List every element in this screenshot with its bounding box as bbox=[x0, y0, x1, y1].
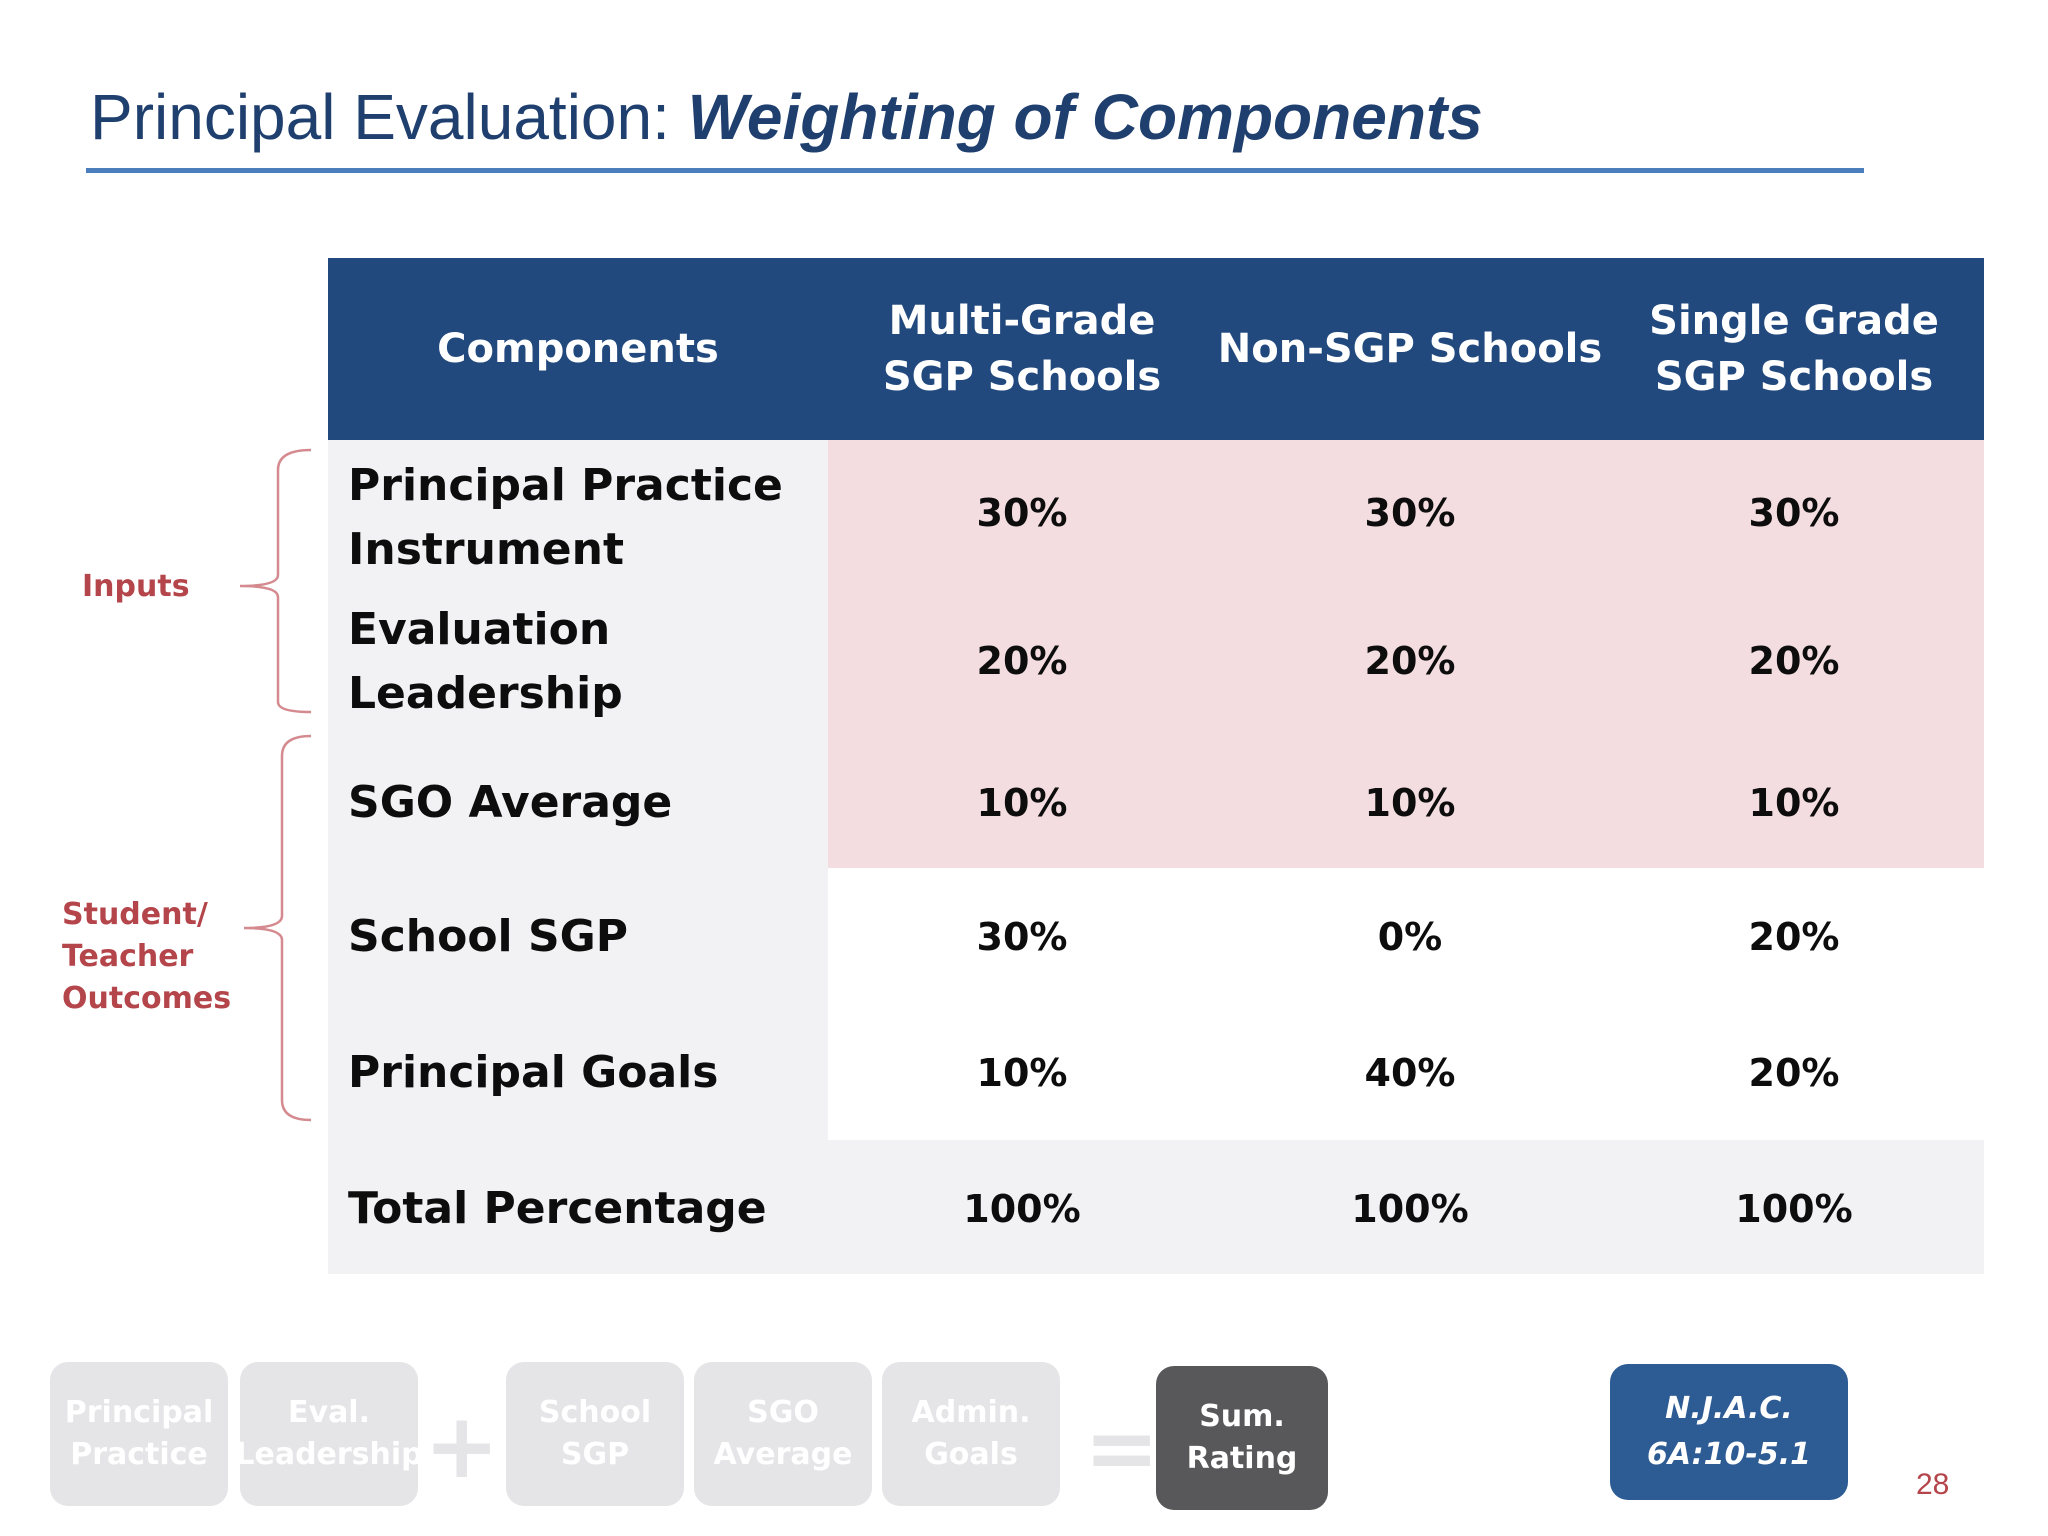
chip-school-sgp-line2: SGP bbox=[560, 1437, 630, 1472]
outcomes-band bbox=[828, 868, 1984, 1140]
chip-sgo-average: SGO Average bbox=[694, 1362, 872, 1506]
header-components: Components bbox=[328, 258, 828, 440]
cell-principal-practice-single: 30% bbox=[1748, 491, 1840, 535]
equals-sign: = bbox=[1084, 1396, 1160, 1501]
row-label-principal-goals: Principal Goals bbox=[348, 1047, 719, 1098]
title-plain: Principal Evaluation: bbox=[90, 81, 688, 153]
total-band bbox=[828, 1140, 1984, 1274]
group-label-outcomes-line3: Outcomes bbox=[62, 981, 232, 1016]
chip-school-sgp: School SGP bbox=[506, 1362, 684, 1506]
cell-sgo-average-multi: 10% bbox=[976, 781, 1068, 825]
cell-principal-practice-non: 30% bbox=[1364, 491, 1456, 535]
cell-school-sgp-non: 0% bbox=[1377, 915, 1443, 959]
row-label-principal-practice-line1: Principal Practice bbox=[348, 460, 783, 511]
group-label-inputs: Inputs bbox=[82, 569, 190, 604]
row-label-principal-practice-line2: Instrument bbox=[348, 524, 624, 575]
citation-line2: 6A:10-5.1 bbox=[1647, 1437, 1811, 1472]
inputs-band bbox=[828, 440, 1984, 868]
cell-total-non: 100% bbox=[1351, 1187, 1469, 1231]
cell-total-single: 100% bbox=[1735, 1187, 1853, 1231]
chip-principal-practice-line2: Practice bbox=[70, 1437, 208, 1472]
row-label-school-sgp: School SGP bbox=[348, 911, 629, 962]
cell-evaluation-leadership-non: 20% bbox=[1364, 639, 1456, 683]
citation-line1: N.J.A.C. bbox=[1665, 1391, 1793, 1426]
group-label-outcomes: Student/ Teacher Outcomes bbox=[62, 894, 231, 1020]
header-single-grade-line1: Single Grade bbox=[1649, 298, 1939, 344]
cell-principal-practice-multi: 30% bbox=[976, 491, 1068, 535]
cell-sgo-average-single: 10% bbox=[1748, 781, 1840, 825]
chip-sgo-average-line1: SGO bbox=[747, 1395, 819, 1430]
chip-admin-goals-line2: Goals bbox=[924, 1437, 1018, 1472]
cell-evaluation-leadership-single: 20% bbox=[1748, 639, 1840, 683]
cell-school-sgp-single: 20% bbox=[1748, 915, 1840, 959]
plus-sign: + bbox=[424, 1394, 500, 1499]
cell-principal-goals-non: 40% bbox=[1364, 1051, 1456, 1095]
header-single-grade-line2: SGP Schools bbox=[1654, 354, 1934, 400]
citation-badge: N.J.A.C. 6A:10-5.1 bbox=[1610, 1364, 1848, 1500]
outcomes-bracket bbox=[243, 734, 312, 1122]
chip-eval-leadership-line2: Leadership bbox=[235, 1437, 423, 1472]
group-brackets bbox=[239, 448, 312, 1122]
page-number: 28 bbox=[1916, 1468, 1950, 1501]
chip-sum-rating-line2: Rating bbox=[1186, 1441, 1298, 1476]
row-label-total: Total Percentage bbox=[348, 1183, 767, 1234]
label-column-bg bbox=[328, 440, 828, 1274]
group-label-outcomes-line1: Student/ bbox=[62, 897, 208, 932]
cell-school-sgp-multi: 30% bbox=[976, 915, 1068, 959]
chip-school-sgp-line1: School bbox=[538, 1395, 652, 1430]
row-label-evaluation-leadership-line2: Leadership bbox=[348, 668, 623, 719]
chip-sum-rating-line1: Sum. bbox=[1199, 1399, 1285, 1434]
row-label-evaluation-leadership-line1: Evaluation bbox=[348, 604, 611, 655]
header-non-sgp: Non-SGP Schools bbox=[1216, 258, 1604, 440]
weighting-table: Components Multi-Grade SGP Schools Non-S… bbox=[328, 258, 1984, 1274]
chip-principal-practice: Principal Practice bbox=[50, 1362, 228, 1506]
chip-sgo-average-line2: Average bbox=[713, 1437, 853, 1472]
group-label-outcomes-line2: Teacher bbox=[62, 939, 194, 974]
cell-evaluation-leadership-multi: 20% bbox=[976, 639, 1068, 683]
inputs-bracket bbox=[239, 448, 312, 714]
title-emphasis: Weighting of Components bbox=[687, 81, 1483, 153]
chip-admin-goals-line1: Admin. bbox=[911, 1395, 1031, 1430]
cell-sgo-average-non: 10% bbox=[1364, 781, 1456, 825]
header-single-grade: Single Grade SGP Schools bbox=[1604, 258, 1984, 440]
header-multi-grade: Multi-Grade SGP Schools bbox=[828, 258, 1216, 440]
chip-eval-leadership-line1: Eval. bbox=[288, 1395, 370, 1430]
row-label-principal-practice: Principal Practice Instrument bbox=[328, 448, 828, 588]
cell-principal-goals-single: 20% bbox=[1748, 1051, 1840, 1095]
title-underline bbox=[86, 168, 1864, 173]
chip-principal-practice-line1: Principal bbox=[64, 1395, 214, 1430]
header-multi-grade-line2: SGP Schools bbox=[882, 354, 1162, 400]
header-multi-grade-line1: Multi-Grade bbox=[888, 298, 1156, 344]
chip-admin-goals: Admin. Goals bbox=[882, 1362, 1060, 1506]
page-title: Principal Evaluation: Weighting of Compo… bbox=[90, 80, 1483, 154]
cell-total-multi: 100% bbox=[963, 1187, 1081, 1231]
chip-sum-rating: Sum. Rating bbox=[1156, 1366, 1328, 1510]
chip-eval-leadership: Eval. Leadership bbox=[235, 1362, 423, 1506]
cell-principal-goals-multi: 10% bbox=[976, 1051, 1068, 1095]
row-label-evaluation-leadership: Evaluation Leadership bbox=[328, 592, 828, 732]
row-label-sgo-average: SGO Average bbox=[348, 777, 673, 828]
